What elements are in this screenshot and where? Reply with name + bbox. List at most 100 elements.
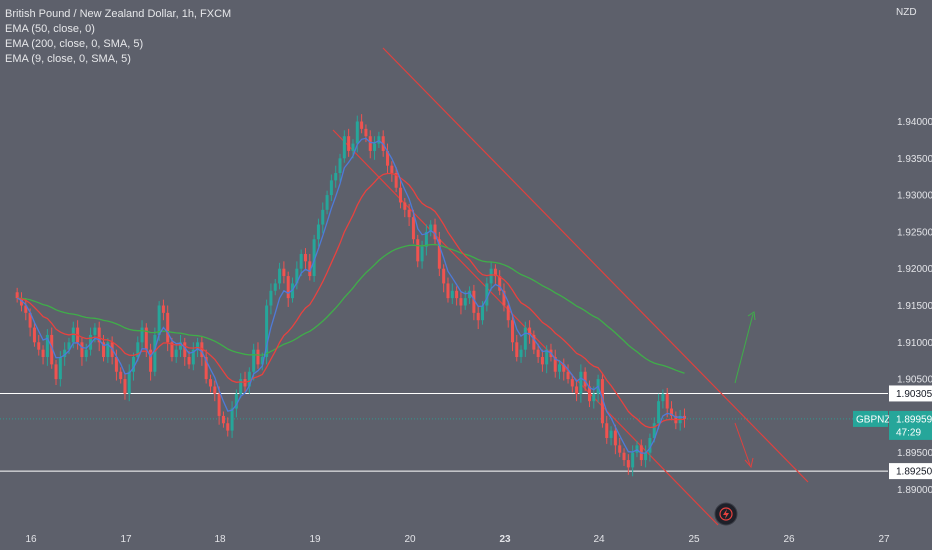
time-tick-label: 18 <box>214 534 226 545</box>
candle-up <box>312 239 316 277</box>
ema-200-line <box>17 243 685 374</box>
time-tick-label: 20 <box>404 534 416 545</box>
candle-down <box>187 357 191 365</box>
candle-down <box>102 342 106 358</box>
candle-up <box>295 268 299 284</box>
countdown-label: 47:29 <box>896 427 921 438</box>
candle-up <box>93 327 97 335</box>
candle-up <box>450 290 454 299</box>
candle-up <box>273 283 277 291</box>
candle-down <box>665 393 669 409</box>
price-axis[interactable]: NZD 1.89000 1.89500 1.90500 1.91000 1.91500 1… <box>896 7 932 496</box>
candle-down <box>446 283 450 299</box>
candle-down <box>97 327 101 343</box>
candle-down <box>166 312 170 343</box>
indicator-ema-9[interactable]: EMA (9, close, 0, SMA, 5) <box>5 53 131 65</box>
candle-up <box>265 305 269 358</box>
lightning-icon <box>723 509 729 519</box>
price-tick-label: 1.91500 <box>897 301 932 312</box>
candle-up <box>239 379 243 394</box>
candle-up <box>157 305 161 335</box>
candle-down <box>437 239 441 269</box>
symbol-tag-label: GBPNZD <box>856 414 898 425</box>
candle-down <box>613 430 617 446</box>
candle-down <box>407 209 411 218</box>
candle-down <box>50 334 54 365</box>
candle-up <box>579 371 583 394</box>
candle-down <box>498 276 502 291</box>
candle-up <box>648 437 652 453</box>
candle-up <box>468 290 472 299</box>
candle-up <box>153 334 157 372</box>
candle-up <box>45 334 49 358</box>
price-marker-label: 1.89250 <box>896 467 932 478</box>
currency-label: NZD <box>896 7 917 18</box>
time-tick-label: 26 <box>783 534 795 545</box>
candle-down <box>19 298 23 306</box>
candle-down <box>459 298 463 306</box>
time-tick-label: 19 <box>309 534 321 545</box>
candle-up <box>373 143 377 151</box>
candle-down <box>390 165 394 174</box>
candle-up <box>71 327 75 343</box>
ema-layer <box>16 137 685 454</box>
indicator-ema-200[interactable]: EMA (200, close, 0, SMA, 5) <box>5 38 144 50</box>
candle-down <box>54 364 58 380</box>
candle-down <box>360 121 364 129</box>
candle-up <box>545 349 549 365</box>
candle-down <box>282 268 286 277</box>
price-marker-label: 1.90305 <box>896 389 932 400</box>
replay-button[interactable] <box>714 502 738 526</box>
candle-down <box>476 312 480 321</box>
candle-down <box>416 239 420 262</box>
chart-title[interactable]: British Pound / New Zealand Dollar, 1h, … <box>5 8 232 20</box>
candle-down <box>149 349 153 372</box>
candle-up <box>299 253 303 269</box>
price-tick-label: 1.92500 <box>897 227 932 238</box>
candle-down <box>540 357 544 365</box>
candle-down <box>566 371 570 380</box>
candle-up <box>252 349 256 372</box>
candle-up <box>316 224 320 240</box>
lightning-icon-ring <box>719 507 733 521</box>
candle-up <box>67 342 71 350</box>
candle-down <box>37 342 41 350</box>
candle-up <box>463 298 467 306</box>
candle-down <box>80 342 84 358</box>
candle-down <box>286 276 290 299</box>
candle-up <box>592 393 596 402</box>
candle-up <box>351 143 355 151</box>
candle-up <box>489 268 493 284</box>
price-tick-label: 1.90500 <box>897 375 932 386</box>
candle-down <box>256 349 260 365</box>
price-tick-label: 1.94000 <box>897 117 932 128</box>
candle-up <box>342 136 346 159</box>
candle-up <box>260 357 264 365</box>
candle-down <box>144 327 148 350</box>
candle-up <box>58 357 62 380</box>
candle-down <box>32 327 36 343</box>
candle-down <box>411 217 415 240</box>
price-tick-label: 1.93500 <box>897 154 932 165</box>
candle-down <box>562 364 566 372</box>
candle-up <box>334 173 338 181</box>
candle-down <box>536 349 540 358</box>
time-axis[interactable]: 16 17 18 19 20 23 24 25 26 27 <box>25 534 890 545</box>
candle-down <box>511 320 514 343</box>
candle-up <box>329 180 333 196</box>
candle-up <box>196 342 200 350</box>
candle-up <box>106 342 110 358</box>
candle-up <box>136 342 140 358</box>
indicator-ema-50[interactable]: EMA (50, close, 0) <box>5 23 95 35</box>
candle-down <box>114 357 118 372</box>
candle-down <box>670 408 674 416</box>
candle-up <box>420 246 424 262</box>
candle-down <box>455 290 459 299</box>
candle-down <box>570 379 574 387</box>
last-price-tag <box>889 410 932 440</box>
last-price-label: 1.89959 <box>896 414 932 425</box>
candle-down <box>618 445 622 453</box>
time-tick-label: 17 <box>120 534 132 545</box>
time-tick-label: 25 <box>688 534 700 545</box>
